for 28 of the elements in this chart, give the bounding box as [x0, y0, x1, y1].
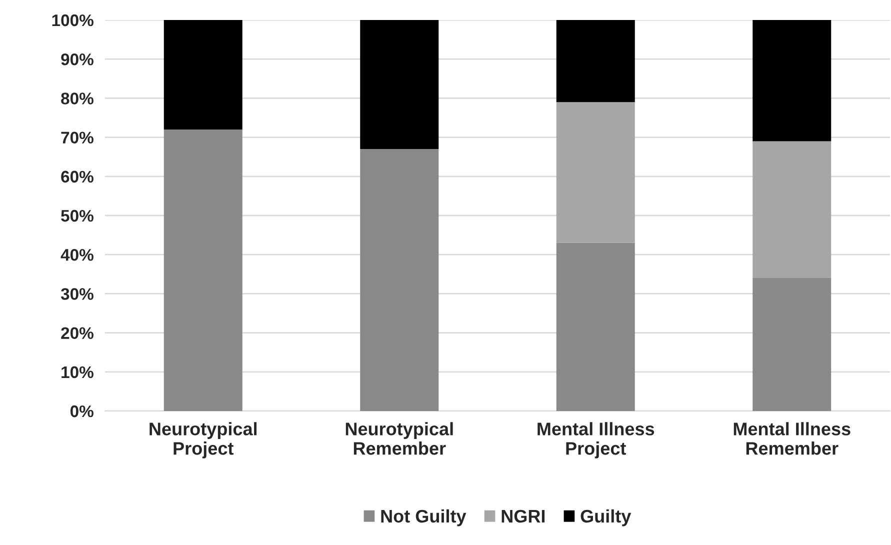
- bar: [752, 278, 832, 411]
- y-tick-label: 60%: [61, 170, 94, 183]
- bar: [556, 242, 635, 411]
- y-tick-label: 100%: [52, 14, 94, 26]
- y-tick-label: 70%: [61, 132, 94, 144]
- bar: [752, 20, 832, 142]
- y-tick-label: 10%: [62, 366, 94, 378]
- y-tick-label: 80%: [61, 92, 94, 104]
- bar: [164, 20, 242, 130]
- y-tick-label: 90%: [61, 54, 94, 66]
- y-tick-label: 30%: [60, 288, 94, 300]
- bar: [164, 129, 242, 411]
- x-tick-label: Mental Illness Project: [538, 422, 654, 458]
- y-tick-label: 50%: [61, 210, 94, 222]
- bar: [556, 20, 635, 102]
- y-tick-label: 20%: [61, 327, 94, 340]
- legend-label: Guilty: [580, 509, 632, 526]
- y-tick-label: 0%: [70, 405, 94, 418]
- legend-label: Not Guilty: [381, 509, 466, 526]
- x-tick-label: Mental Illness Remember: [734, 422, 850, 455]
- x-tick-label: Neurotypical Remember: [346, 422, 453, 455]
- x-tick-label: Neurotypical Project: [150, 422, 257, 458]
- bar: [360, 20, 439, 150]
- y-tick-label: 40%: [60, 249, 94, 261]
- bar: [360, 149, 439, 411]
- bar: [556, 102, 635, 243]
- legend-label: NGRI: [502, 510, 545, 523]
- bar: [752, 141, 832, 278]
